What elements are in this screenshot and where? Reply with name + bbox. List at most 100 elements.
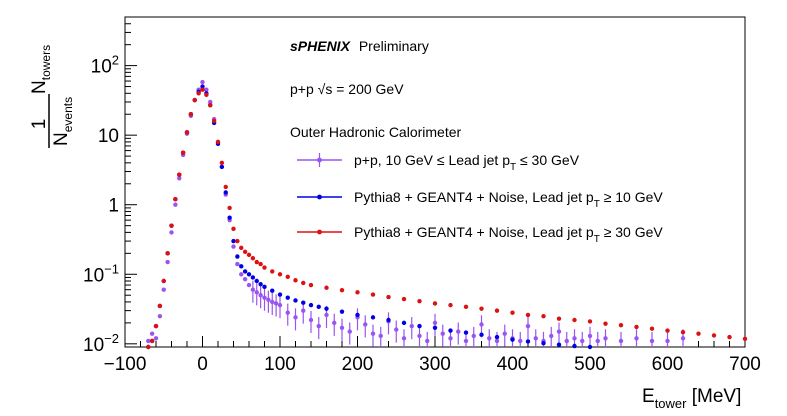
data-point	[258, 281, 263, 287]
data-point	[324, 312, 329, 318]
data-point	[525, 339, 531, 344]
data-point	[204, 92, 209, 98]
data-point	[246, 272, 252, 277]
data-point	[533, 336, 538, 341]
data-point	[301, 280, 306, 286]
y-tick-label: 10−1	[83, 261, 119, 286]
data-point	[301, 308, 306, 313]
data-point	[219, 164, 225, 170]
data-point	[409, 323, 414, 329]
data-point	[587, 333, 593, 339]
data-point	[250, 256, 256, 261]
data-point	[324, 306, 329, 311]
experiment-status: Preliminary	[359, 38, 429, 54]
data-point	[211, 118, 217, 124]
data-point	[742, 336, 748, 342]
data-point	[564, 338, 569, 344]
x-tick-label: −100	[104, 354, 147, 375]
data-point	[502, 331, 507, 336]
data-point	[235, 254, 240, 259]
x-tick-label: 300	[419, 354, 451, 375]
data-point	[161, 278, 166, 284]
data-point	[339, 288, 345, 293]
experiment-label: sPHENIX Preliminary	[290, 38, 429, 54]
data-point	[153, 323, 159, 329]
x-axis-title: Etower [MeV]	[642, 386, 741, 411]
legend-marker	[317, 157, 322, 163]
data-point	[200, 87, 205, 92]
data-point	[386, 317, 391, 323]
data-point	[293, 298, 298, 303]
data-point	[254, 290, 259, 295]
x-tick-label: 700	[729, 354, 761, 375]
y-axis-title: 1 Nevents Ntowers	[29, 45, 75, 148]
data-point	[541, 313, 546, 319]
data-point	[355, 290, 360, 295]
data-point	[324, 285, 329, 290]
data-point	[494, 308, 500, 313]
data-point	[355, 312, 360, 318]
data-point	[157, 303, 163, 309]
data-point	[463, 304, 469, 310]
data-point	[556, 329, 562, 334]
data-point	[580, 338, 585, 344]
data-point	[572, 336, 577, 341]
data-point	[239, 245, 244, 251]
data-point	[634, 324, 639, 330]
data-point	[316, 304, 321, 310]
data-point	[634, 336, 639, 341]
data-point	[293, 315, 298, 320]
experiment-name: sPHENIX	[290, 38, 352, 54]
data-point	[277, 292, 283, 297]
data-point	[572, 317, 577, 323]
x-tick-label: 400	[497, 354, 529, 375]
data-point	[401, 296, 407, 302]
data-point	[463, 330, 469, 335]
x-tick-label: 600	[652, 354, 684, 375]
data-point	[262, 265, 267, 270]
data-point	[440, 331, 445, 336]
y-axis: 10−2 10−1 1 10 102	[83, 16, 137, 356]
data-point	[680, 336, 686, 341]
data-point	[471, 333, 476, 339]
data-series	[146, 79, 748, 350]
data-point	[262, 295, 267, 300]
data-point	[177, 176, 182, 181]
data-point	[153, 336, 159, 341]
data-point	[603, 321, 608, 326]
data-point	[572, 343, 577, 349]
data-point	[649, 326, 655, 331]
legend: p+p, 10 GeV ≤ Lead jet pT ≤ 30 GeV Pythia…	[297, 152, 663, 245]
data-point	[417, 323, 422, 329]
data-point	[386, 294, 391, 300]
data-point	[200, 84, 205, 89]
x-axis: −100 0 100 200 300 400 500 600 700	[104, 336, 761, 375]
data-point	[242, 249, 248, 255]
data-point	[618, 338, 624, 344]
data-point	[149, 338, 155, 344]
data-point	[510, 337, 515, 342]
data-point	[510, 310, 515, 315]
data-point	[649, 338, 655, 344]
x-tick-label: 500	[574, 354, 606, 375]
data-point	[665, 328, 670, 333]
x-tick-label: 100	[264, 354, 296, 375]
data-point	[665, 338, 670, 344]
data-point	[308, 317, 314, 323]
legend-marker	[317, 194, 322, 200]
data-point	[254, 278, 259, 284]
data-point	[161, 287, 166, 292]
y-tick-label: 1	[108, 196, 119, 217]
data-point	[370, 315, 376, 320]
data-point	[227, 205, 232, 211]
data-point	[180, 150, 186, 155]
data-point	[254, 259, 259, 265]
data-point	[448, 336, 453, 341]
data-point	[587, 319, 593, 324]
data-point	[165, 251, 170, 256]
data-point	[173, 197, 178, 202]
data-point	[215, 139, 221, 145]
data-point	[246, 282, 252, 288]
data-point	[494, 334, 500, 340]
data-point	[680, 329, 686, 335]
